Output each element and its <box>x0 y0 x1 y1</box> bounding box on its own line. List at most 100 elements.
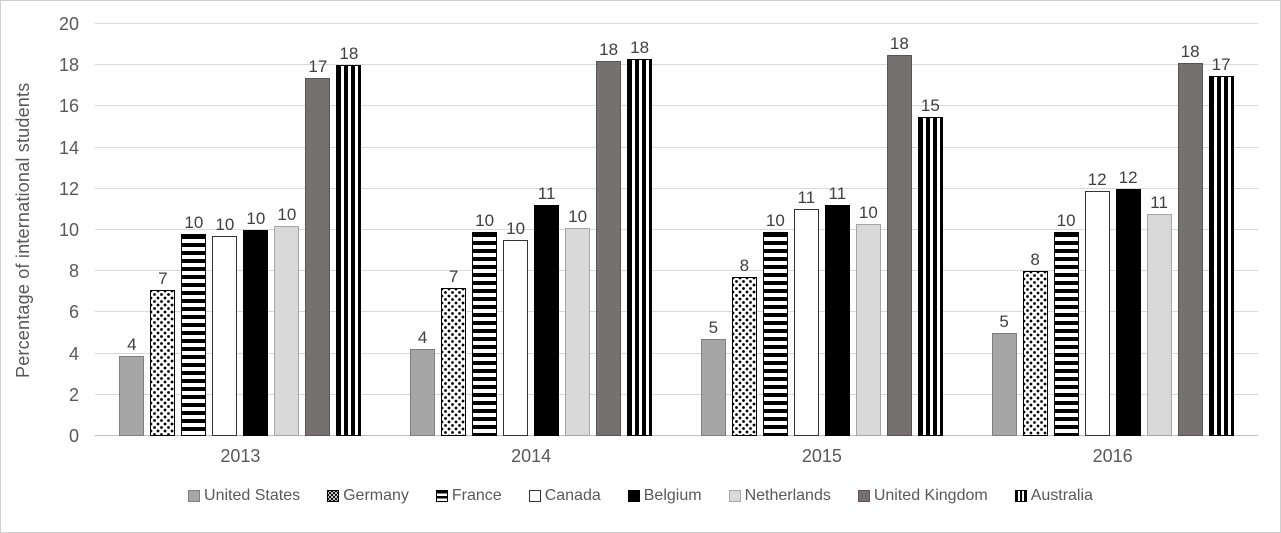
bar-value-label: 5 <box>999 312 1009 331</box>
y-tick-label: 4 <box>68 343 79 364</box>
bar: 10 <box>212 216 238 436</box>
legend-label: Netherlands <box>744 487 831 504</box>
bar-value-label: 12 <box>1087 169 1107 189</box>
bar-groups: 4 7 10 10 10 10 17 18 4 7 10 10 11 10 18 18 5 8 10 11 11 10 18… <box>95 24 1258 436</box>
bar: 5 <box>991 313 1017 436</box>
bar-value-label: 18 <box>889 33 909 53</box>
bar: 18 <box>596 41 622 436</box>
bar: 17 <box>305 58 331 436</box>
bar-value-label: 11 <box>537 184 556 204</box>
plot-area: 4 7 10 10 10 10 17 18 4 7 10 10 11 10 18 18 5 8 10 11 11 10 18… <box>95 23 1258 436</box>
bar: 15 <box>917 97 943 436</box>
bar-value-label: 18 <box>630 38 650 58</box>
bar: 10 <box>503 220 529 436</box>
bar: 18 <box>627 39 653 436</box>
x-tick-label: 2016 <box>1092 446 1133 466</box>
bar-value-label: 11 <box>828 184 847 204</box>
legend-label: United States <box>204 487 301 504</box>
bar: 10 <box>181 214 207 436</box>
bar: 18 <box>336 45 362 436</box>
bar-value-label: 7 <box>448 266 459 286</box>
y-tick-label: 0 <box>68 426 79 446</box>
legend-item: Canada <box>528 487 601 505</box>
bar-value-label: 17 <box>1211 54 1231 74</box>
legend-marker <box>627 490 640 502</box>
bar-value-label: 10 <box>568 206 588 226</box>
y-tick-label: 18 <box>58 55 79 76</box>
gridline <box>95 187 1258 189</box>
bar-value-label: 18 <box>339 44 359 64</box>
legend-item: Australia <box>1014 487 1093 505</box>
bar-value-label: 10 <box>858 202 878 222</box>
y-tick-label: 20 <box>58 14 79 34</box>
y-axis-ticks: 0 2 4 6 8 10 12 14 16 18 20 <box>1 15 79 445</box>
bar: 18 <box>1177 43 1203 436</box>
gridline <box>95 352 1258 354</box>
bar-value-label: 10 <box>215 215 235 235</box>
bar: 12 <box>1115 169 1141 436</box>
gridline <box>95 270 1258 272</box>
bar: 10 <box>472 212 498 436</box>
bar-value-label: 10 <box>1056 211 1076 231</box>
gridline <box>95 105 1258 107</box>
legend-marker <box>857 490 870 502</box>
bar: 5 <box>700 319 726 436</box>
bar: 10 <box>1053 212 1079 436</box>
bar-group-2014: 4 7 10 10 11 10 18 18 <box>386 24 677 436</box>
bar: 8 <box>1022 251 1048 436</box>
legend-label: Germany <box>343 487 409 504</box>
bar-group-2016: 5 8 10 12 12 11 18 17 <box>967 24 1258 436</box>
bar-value-label: 10 <box>475 211 495 231</box>
bar-value-label: 8 <box>1030 250 1040 270</box>
gridline <box>95 311 1258 313</box>
bar: 11 <box>824 185 850 436</box>
bar: 11 <box>1146 194 1172 436</box>
y-tick-label: 14 <box>58 137 79 158</box>
bar-value-label: 18 <box>599 40 619 60</box>
bar-value-label: 10 <box>277 204 297 224</box>
bar-group-2015: 5 8 10 11 11 10 18 15 <box>677 24 968 436</box>
legend-marker <box>728 490 741 502</box>
bar: 8 <box>731 257 757 436</box>
bar: 11 <box>793 189 819 436</box>
gridline <box>95 64 1258 66</box>
bar-value-label: 17 <box>308 56 328 76</box>
bar: 10 <box>762 212 788 436</box>
bar-value-label: 11 <box>1150 192 1168 212</box>
bar-value-label: 10 <box>506 219 526 239</box>
legend-item: Germany <box>327 487 409 505</box>
bar: 10 <box>565 208 591 436</box>
bar-value-label: 4 <box>127 334 137 354</box>
legend-item: Belgium <box>627 487 702 505</box>
bar-value-label: 12 <box>1118 167 1138 187</box>
bar-value-label: 8 <box>739 256 750 276</box>
bar: 11 <box>534 185 560 436</box>
bar-value-label: 10 <box>765 211 785 231</box>
legend-label: Belgium <box>643 487 702 504</box>
bar-value-label: 10 <box>184 213 204 233</box>
x-tick-label: 2014 <box>511 446 552 466</box>
legend: United States Germany France Canada Belgium N… <box>1 487 1280 505</box>
legend-marker <box>188 490 201 502</box>
gridline <box>95 23 1258 24</box>
bar-value-label: 11 <box>797 188 816 208</box>
bar-value-label: 10 <box>246 209 266 228</box>
bar: 18 <box>886 35 912 436</box>
gridline <box>95 229 1258 230</box>
legend-label: Australia <box>1030 487 1093 504</box>
legend-label: United Kingdom <box>873 487 988 504</box>
bar: 7 <box>150 270 176 436</box>
gridline <box>95 146 1258 148</box>
legend-marker <box>327 490 340 502</box>
legend-item: United Kingdom <box>857 487 988 505</box>
x-tick-label: 2015 <box>801 446 842 466</box>
legend-marker <box>1014 490 1027 502</box>
bar: 17 <box>1208 56 1234 436</box>
x-tick-label: 2013 <box>220 446 261 466</box>
bar: 4 <box>410 329 436 436</box>
legend-label: France <box>451 487 502 504</box>
legend-item: Netherlands <box>728 487 831 505</box>
x-axis-line <box>95 435 1258 436</box>
legend-marker <box>528 490 541 502</box>
